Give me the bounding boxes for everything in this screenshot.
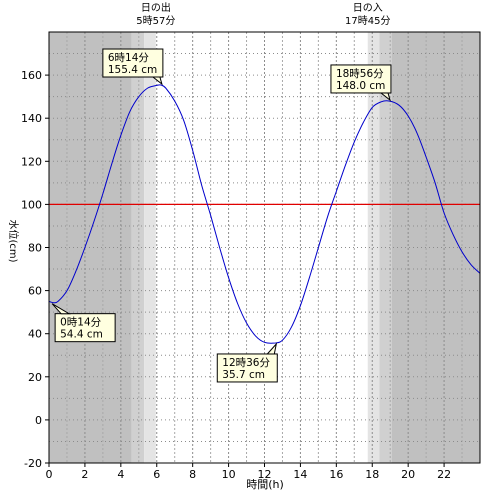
callout-pointer — [266, 342, 278, 355]
y-tick-label: 40 — [28, 328, 42, 341]
callout-time: 18時56分 — [336, 68, 384, 80]
callout-pointer — [379, 92, 391, 102]
callout-box — [102, 48, 164, 78]
tide-level-line — [48, 84, 481, 344]
sun-event-label: 日の入 — [353, 3, 383, 14]
callout-pointer — [151, 76, 163, 86]
y-tick-label: 0 — [35, 414, 42, 427]
x-tick-label: 18 — [365, 468, 379, 481]
x-tick-label: 10 — [222, 468, 236, 481]
x-tick-label: 20 — [401, 468, 415, 481]
x-tick-label: 2 — [81, 468, 88, 481]
callout-pointer — [51, 303, 71, 315]
callout-level: 54.4 cm — [60, 329, 103, 341]
axes: -20 0 20 40 60 80 100 120 140 160 0 2 4 6 8 10 12 14 16 18 2… — [21, 31, 481, 481]
callout-level: 148.0 cm — [336, 80, 385, 92]
callout-level: 155.4 cm — [108, 64, 157, 76]
x-axis-label: 時間(h) — [246, 478, 284, 491]
y-tick-label: 80 — [28, 242, 42, 255]
callout-time: 0時14分 — [60, 317, 102, 329]
callout-time: 6時14分 — [108, 52, 150, 64]
y-tick-label: -20 — [24, 457, 42, 470]
x-tick-label: 12 — [258, 468, 272, 481]
callout-box — [330, 64, 392, 94]
y-tick-label: 120 — [21, 155, 42, 168]
sun-event-time: 5時57分 — [136, 15, 175, 27]
sun-event-time: 17時45分 — [345, 15, 390, 27]
x-tick-label: 8 — [189, 468, 196, 481]
x-tick-label: 14 — [293, 468, 307, 481]
y-tick-label: 60 — [28, 285, 42, 298]
y-tick-label: 140 — [21, 112, 42, 125]
callout-time: 12時36分 — [222, 357, 270, 369]
x-tick-label: 22 — [437, 468, 451, 481]
callout-level: 35.7 cm — [222, 369, 265, 381]
x-tick-label: 0 — [46, 468, 53, 481]
x-tick-label: 4 — [117, 468, 124, 481]
y-tick-label: 100 — [21, 198, 42, 211]
x-tick-label: 6 — [153, 468, 160, 481]
callout-box — [216, 353, 278, 383]
y-tick-label: 160 — [21, 69, 42, 82]
callout-box — [54, 313, 116, 343]
sun-event-label: 日の出 — [141, 1, 171, 14]
twilight_light-band — [144, 32, 156, 463]
x-tick-label: 16 — [329, 468, 343, 481]
series-group — [48, 84, 481, 344]
y-tick-label: 20 — [28, 371, 42, 384]
y-axis-label: 水位(cm) — [7, 219, 20, 262]
